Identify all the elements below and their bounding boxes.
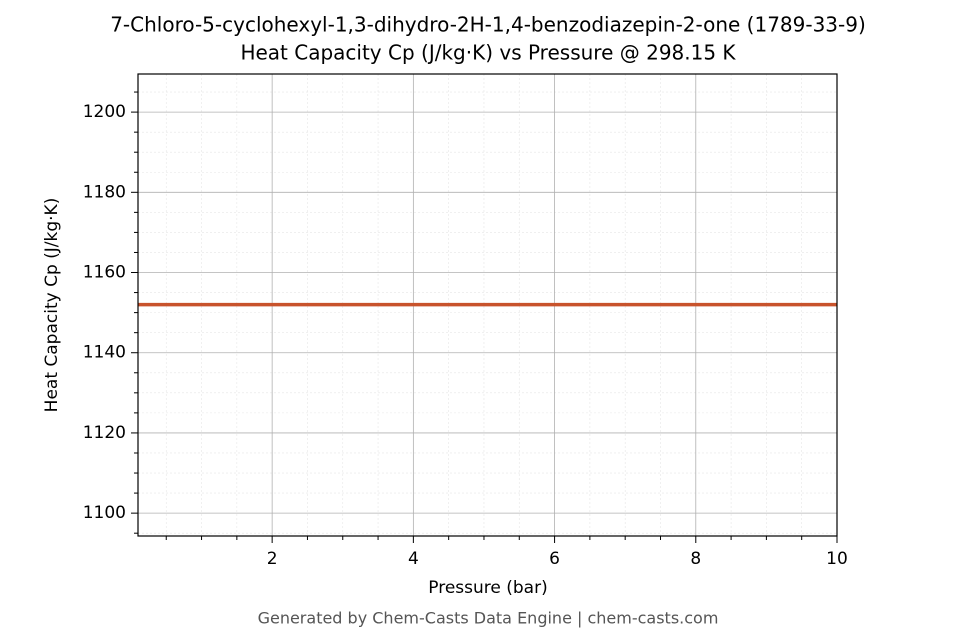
y-tick-label: 1100	[83, 503, 126, 523]
y-tick-label: 1160	[83, 263, 126, 283]
x-tick-label: 10	[826, 549, 848, 569]
x-tick-label: 2	[267, 549, 278, 569]
x-axis-label: Pressure (bar)	[428, 578, 547, 598]
x-tick-label: 8	[690, 549, 701, 569]
y-tick-label: 1140	[83, 343, 126, 363]
y-tick-label: 1200	[83, 102, 126, 122]
plot-frame	[137, 73, 838, 537]
y-axis-label: Heat Capacity Cp (J/kg·K)	[42, 198, 62, 413]
y-tick-label: 1180	[83, 182, 126, 202]
source-note: Generated by Chem-Casts Data Engine | ch…	[258, 609, 719, 628]
chart-title: 7-Chloro-5-cyclohexyl-1,3-dihydro-2H-1,4…	[110, 13, 866, 37]
y-tick-label: 1120	[83, 423, 126, 443]
x-tick-label: 6	[549, 549, 560, 569]
x-tick-label: 4	[408, 549, 419, 569]
chart-subtitle: Heat Capacity Cp (J/kg·K) vs Pressure @ …	[240, 41, 736, 65]
